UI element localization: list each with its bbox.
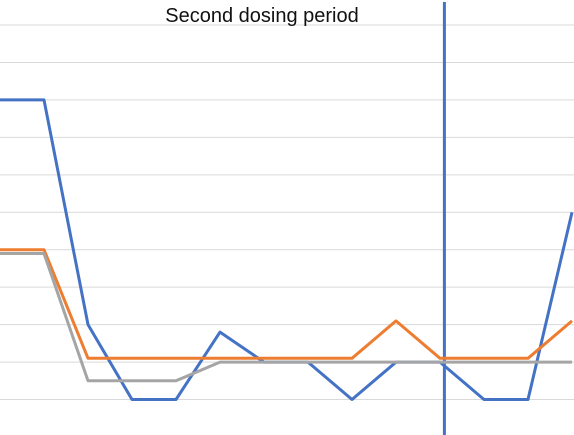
gridlines (0, 24, 574, 401)
chart-title: Second dosing period (165, 5, 358, 27)
series-lines (0, 98, 574, 401)
series-line-2 (0, 248, 573, 360)
series-line-3 (0, 252, 572, 383)
